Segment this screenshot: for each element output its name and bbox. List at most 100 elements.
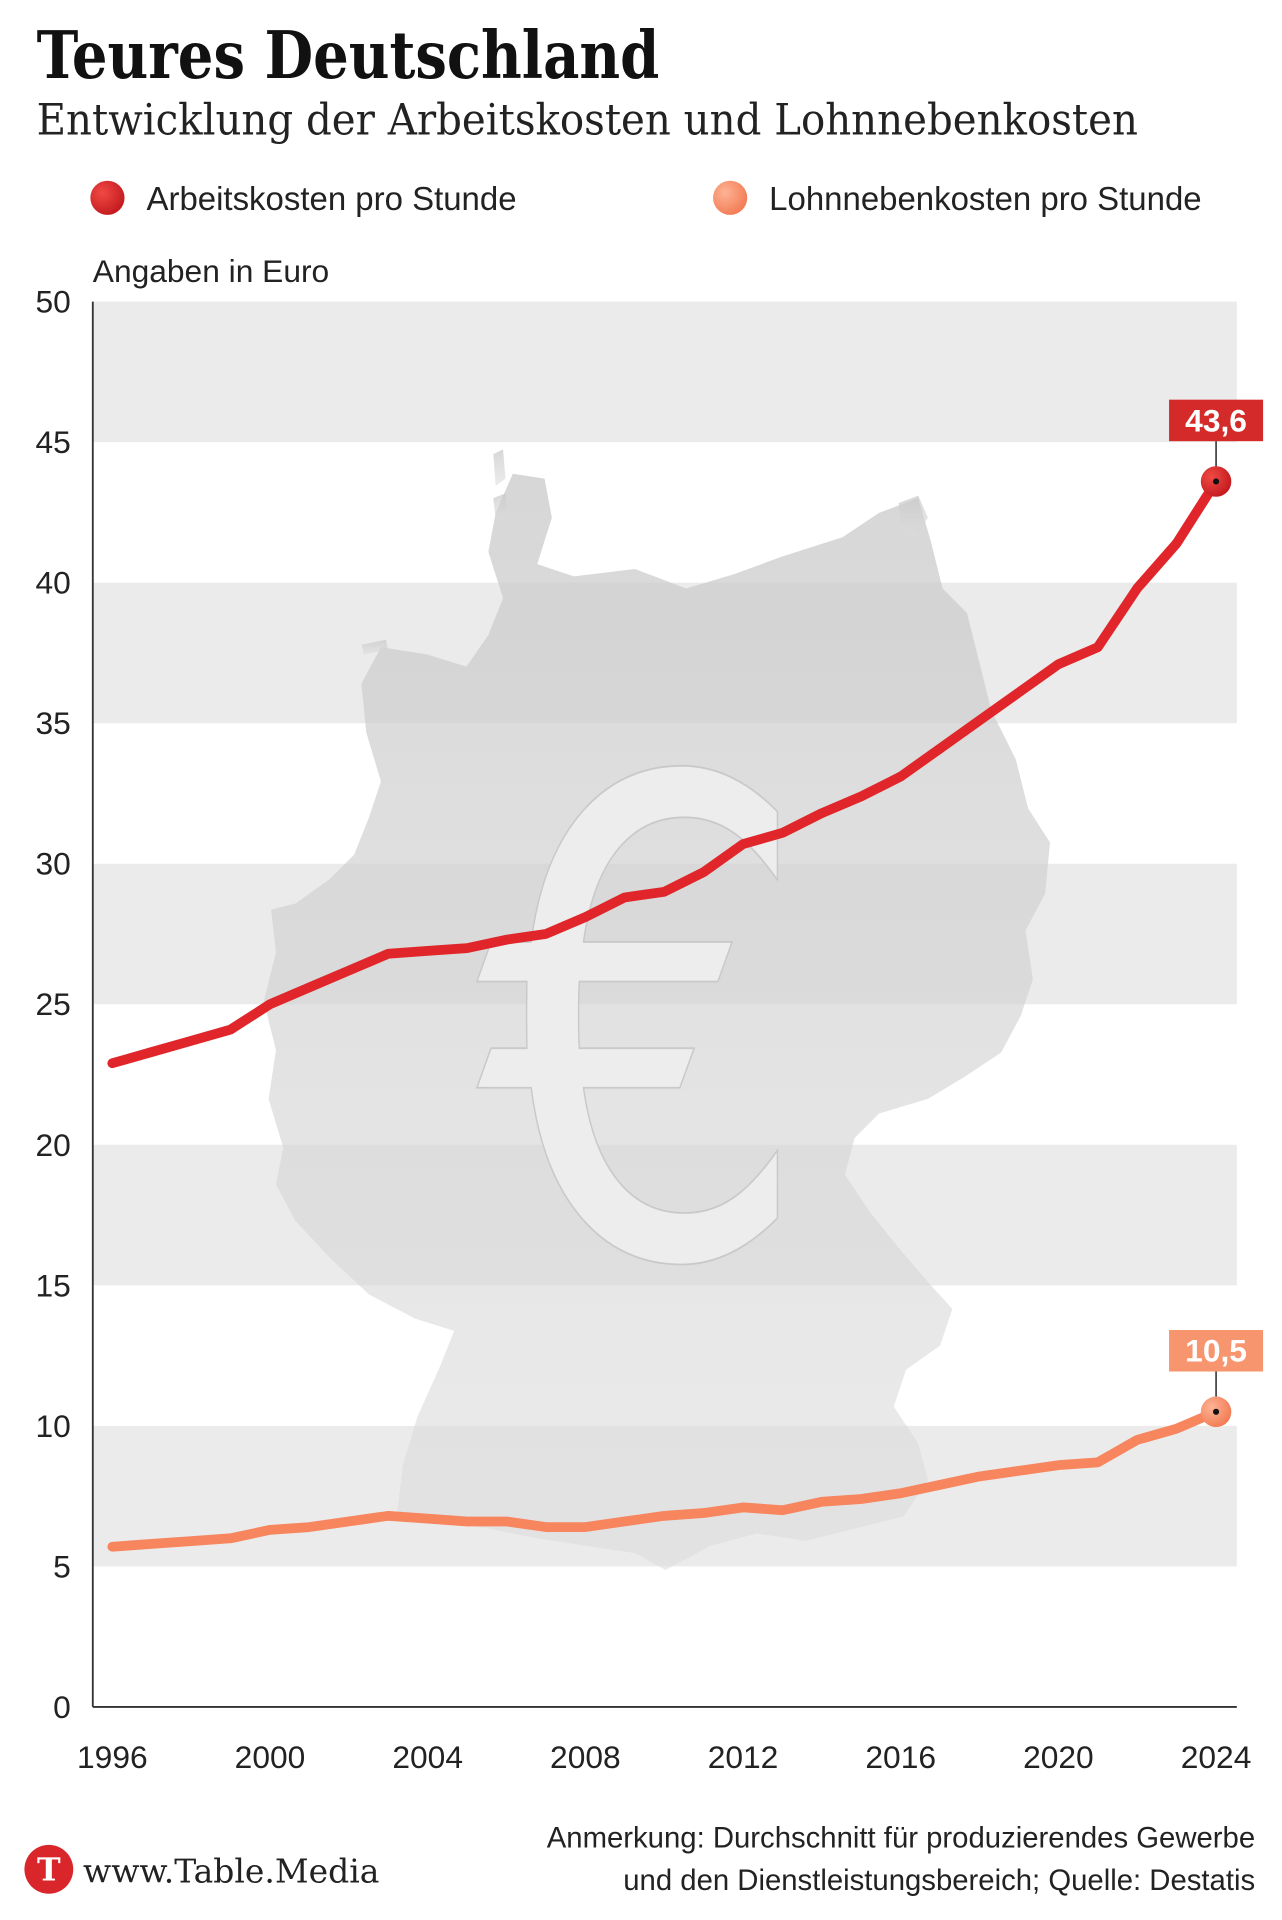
x-tick-label: 2000	[235, 1739, 306, 1775]
data-point	[344, 1517, 354, 1526]
data-point	[659, 887, 669, 897]
euro-symbol: €	[477, 643, 813, 1410]
data-point	[383, 949, 393, 958]
x-tick-label: 2012	[708, 1739, 779, 1775]
data-point	[1172, 1424, 1181, 1433]
data-point	[935, 744, 945, 753]
legend-label-arbeitskosten: Arbeitskosten pro Stunde	[147, 180, 517, 217]
data-point	[305, 983, 314, 992]
legend-swatch-lohnnebenkosten	[713, 180, 748, 215]
unit-note: Angaben in Euro	[93, 253, 329, 289]
data-point	[1014, 688, 1024, 697]
legend-swatch-arbeitskosten	[90, 180, 125, 215]
data-point	[817, 808, 827, 818]
chart-title: Teures Deutschland	[37, 16, 660, 94]
footer-note-line-2: und den Dienstleistungsbereich; Quelle: …	[623, 1864, 1255, 1897]
data-point	[383, 1511, 393, 1521]
data-point	[423, 1514, 432, 1523]
series-lohnnebenkosten: 10,5	[107, 1329, 1264, 1552]
y-tick-label: 5	[53, 1548, 71, 1584]
footer-note-line-1: Anmerkung: Durchschnitt für produzierend…	[547, 1821, 1255, 1854]
data-point	[857, 791, 866, 801]
data-point	[659, 1511, 669, 1521]
data-point	[896, 1489, 905, 1498]
legend: Arbeitskosten pro Stunde Lohnnebenkosten…	[90, 180, 1202, 217]
end-label-box	[1169, 1329, 1264, 1372]
data-point	[935, 1480, 945, 1490]
y-tick-label: 30	[36, 846, 71, 882]
legend-label-lohnnebenkosten: Lohnnebenkosten pro Stunde	[769, 180, 1201, 217]
data-point	[226, 1025, 235, 1034]
end-label-box	[1169, 399, 1264, 442]
data-point	[305, 1522, 314, 1532]
data-point	[1014, 1466, 1024, 1476]
data-point	[1172, 539, 1181, 548]
data-point	[108, 1059, 117, 1068]
site-url[interactable]: www.Table.Media	[83, 1852, 379, 1891]
y-tick-label: 50	[36, 284, 71, 320]
data-point	[265, 1525, 275, 1535]
end-value-label: 10,5	[1185, 1333, 1247, 1369]
data-point	[1132, 584, 1142, 593]
data-point	[620, 893, 630, 902]
data-point	[1054, 1460, 1063, 1470]
data-point	[817, 1497, 827, 1507]
data-point	[738, 839, 748, 849]
x-tick-label: 2024	[1181, 1739, 1252, 1775]
tick-labels: 0 5 10 15 20 25 30 35 40 45 50 1996 2000 2004 2008 2012…	[36, 284, 1252, 1775]
y-tick-label: 25	[36, 986, 71, 1022]
data-point	[778, 828, 787, 838]
chart-subtitle: Entwicklung der Arbeitskosten und Lohnne…	[37, 95, 1138, 145]
y-tick-label: 35	[36, 705, 71, 741]
series-layer: 43,6 10,5	[107, 399, 1264, 1552]
data-point	[896, 772, 905, 781]
x-tick-label: 2004	[392, 1739, 463, 1775]
data-point	[1093, 1458, 1103, 1467]
data-point	[975, 1472, 984, 1481]
data-point	[344, 966, 354, 975]
grid-band	[92, 301, 1237, 443]
data-point	[857, 1494, 866, 1504]
y-tick-label: 15	[36, 1267, 71, 1303]
data-point	[1132, 1435, 1142, 1445]
data-point	[462, 1517, 472, 1526]
data-point	[1093, 643, 1103, 652]
data-point	[147, 1047, 157, 1057]
data-point	[699, 867, 708, 877]
series-arbeitskosten: 43,6	[107, 399, 1264, 1069]
y-tick-label: 40	[36, 565, 71, 601]
data-point	[581, 1522, 590, 1532]
logo-letter: T	[37, 1851, 61, 1888]
x-tick-label: 2008	[550, 1739, 621, 1775]
data-point	[778, 1505, 787, 1515]
data-point	[581, 912, 590, 922]
footer: T www.Table.Media Anmerkung: Durchschnit…	[24, 1821, 1255, 1897]
data-point	[738, 1503, 748, 1512]
data-point	[423, 946, 432, 956]
data-point	[620, 1517, 630, 1526]
data-point	[699, 1508, 708, 1518]
x-tick-label: 2020	[1023, 1739, 1094, 1775]
data-point	[265, 999, 275, 1009]
end-value-label: 43,6	[1185, 402, 1247, 438]
data-point	[147, 1539, 157, 1549]
germany-map-silhouette	[263, 449, 1051, 1571]
data-point	[186, 1536, 196, 1546]
data-point	[975, 716, 984, 725]
x-tick-label: 2016	[865, 1739, 936, 1775]
data-point	[226, 1534, 235, 1543]
x-tick-label: 1996	[77, 1739, 148, 1775]
data-point	[462, 943, 472, 953]
data-point	[541, 929, 551, 939]
end-point-center	[1213, 1408, 1220, 1415]
data-point	[502, 1517, 511, 1526]
y-tick-label: 10	[36, 1408, 71, 1444]
table-media-logo-icon	[24, 1844, 74, 1894]
y-tick-label: 0	[53, 1689, 71, 1725]
data-point	[186, 1036, 196, 1046]
data-point	[541, 1522, 551, 1532]
data-point	[502, 935, 511, 944]
data-point	[108, 1542, 117, 1551]
y-tick-label: 45	[36, 424, 71, 460]
